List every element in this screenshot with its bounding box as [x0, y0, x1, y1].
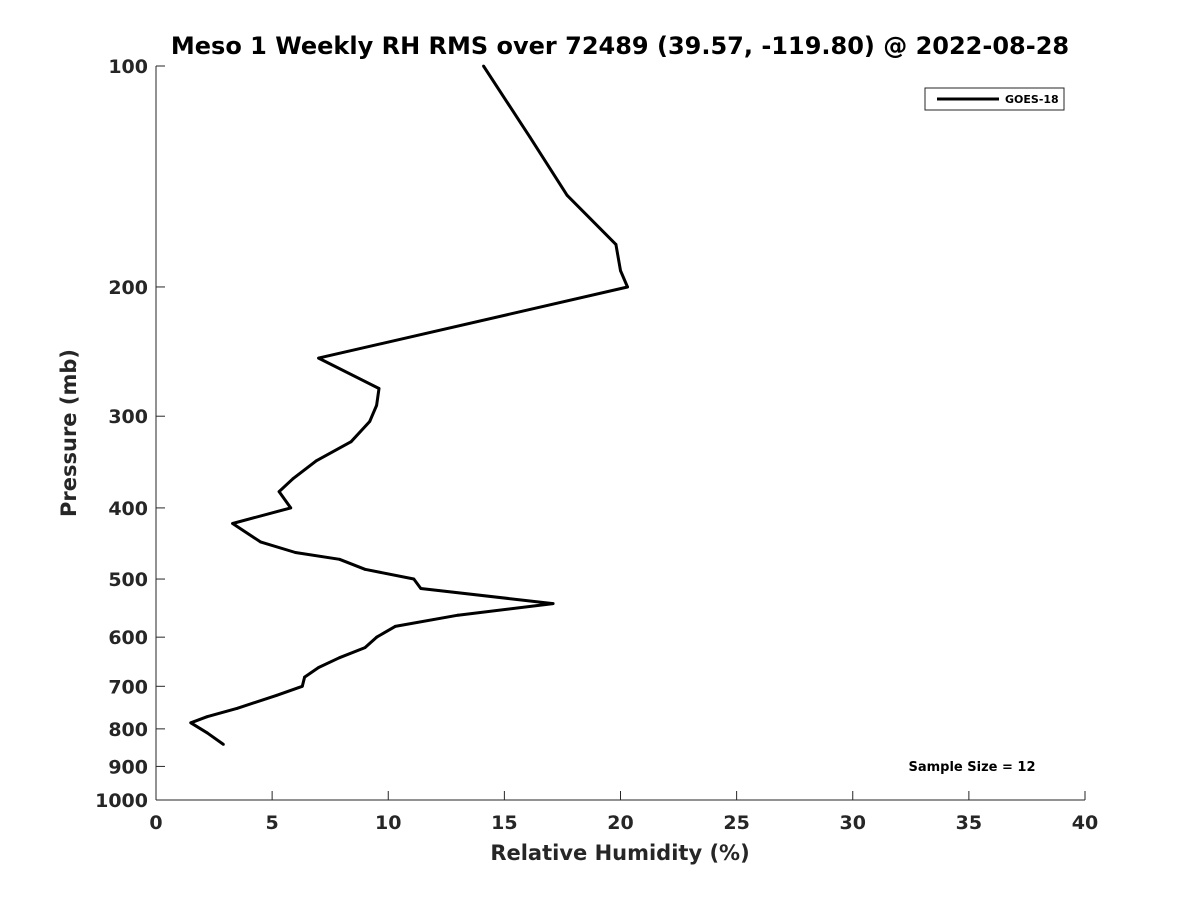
data-point	[528, 135, 532, 139]
y-tick-label: 200	[108, 277, 148, 299]
data-point	[317, 666, 320, 669]
x-tick-label: 0	[149, 812, 162, 834]
data-point	[338, 557, 341, 561]
data-point	[277, 490, 281, 493]
y-tick-label: 400	[108, 498, 148, 520]
series-points	[189, 64, 629, 746]
legend: GOES-18	[924, 87, 1065, 111]
data-point	[363, 567, 367, 571]
data-point	[189, 721, 193, 725]
data-point	[375, 635, 378, 639]
data-point	[614, 243, 618, 246]
x-tick-label: 40	[1072, 812, 1098, 834]
data-point	[377, 387, 381, 390]
y-axis: 100 200 300 400 500 600 700 800 900 1000	[95, 56, 165, 812]
y-tick-label: 100	[108, 56, 148, 78]
y-tick-label: 500	[108, 569, 148, 591]
data-point	[275, 693, 279, 697]
data-point	[368, 420, 372, 423]
x-tick-label: 10	[375, 812, 401, 834]
data-point	[412, 577, 416, 581]
chart-title: Meso 1 Weekly RH RMS over 72489 (39.57, …	[171, 32, 1069, 60]
data-point	[565, 193, 569, 197]
x-tick-label: 15	[491, 812, 517, 834]
y-tick-label: 300	[108, 406, 148, 428]
legend-entry-goes-18: GOES-18	[1005, 93, 1059, 106]
data-point	[626, 285, 629, 289]
data-point	[222, 743, 225, 746]
data-point	[205, 731, 209, 735]
data-point	[294, 551, 297, 554]
data-point	[231, 522, 235, 525]
y-tick-label: 700	[108, 676, 148, 698]
data-point	[363, 646, 367, 649]
data-point	[205, 715, 209, 719]
data-point	[619, 269, 622, 272]
data-point	[393, 625, 397, 628]
x-tick-label: 20	[607, 812, 633, 834]
x-tick-label: 30	[840, 812, 866, 834]
data-point	[289, 506, 293, 510]
x-tick-label: 5	[266, 812, 279, 834]
y-axis-label: Pressure (mb)	[57, 349, 81, 517]
data-point	[235, 706, 239, 710]
x-axis: 0 5 10 15 20 25 30 35 40	[149, 791, 1098, 834]
data-point	[338, 656, 341, 660]
sample-size-annotation: Sample Size = 12	[908, 760, 1035, 775]
y-tick-label: 900	[108, 756, 148, 778]
data-point	[300, 684, 304, 688]
data-point	[456, 613, 460, 617]
x-tick-label: 35	[956, 812, 982, 834]
y-tick-label: 800	[108, 719, 148, 741]
x-tick-label: 25	[723, 812, 749, 834]
data-point	[419, 587, 423, 590]
data-point	[314, 459, 318, 463]
data-point	[303, 675, 306, 679]
data-point	[317, 356, 320, 360]
y-tick-label: 1000	[95, 790, 148, 812]
y-tick-label: 600	[108, 627, 148, 649]
data-point	[291, 477, 295, 481]
data-point	[259, 540, 262, 544]
data-point	[375, 404, 378, 407]
data-point	[482, 64, 485, 68]
data-point	[349, 440, 353, 444]
data-point	[551, 602, 555, 605]
x-axis-label: Relative Humidity (%)	[490, 841, 749, 865]
